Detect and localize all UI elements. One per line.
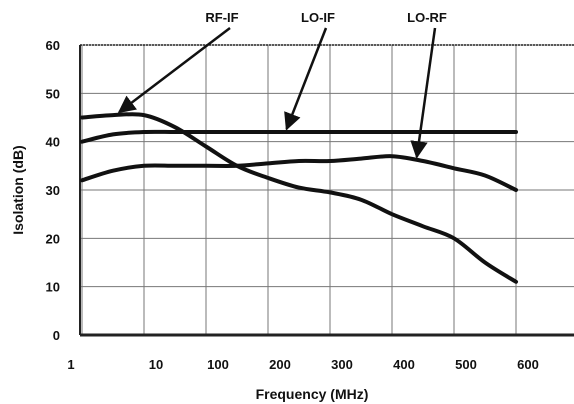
annotation-lo-if: LO-IF bbox=[301, 10, 335, 25]
x-axis-label: Frequency (MHz) bbox=[256, 386, 369, 402]
series-layer bbox=[80, 112, 518, 284]
annotation-arrow-rf-if bbox=[117, 27, 231, 114]
series-line-lo-rf bbox=[80, 154, 518, 192]
x-tick-label: 10 bbox=[149, 357, 163, 372]
x-tick-label: 200 bbox=[269, 357, 291, 372]
annotation-rf-if: RF-IF bbox=[205, 10, 238, 25]
x-tick-label: 400 bbox=[393, 357, 415, 372]
annotation-lo-rf: LO-RF bbox=[407, 10, 447, 25]
y-tick-labels: 0 10 20 30 40 50 60 bbox=[46, 38, 60, 343]
x-tick-labels: 110100200300400500600700 bbox=[67, 357, 539, 372]
y-tick-label: 30 bbox=[46, 183, 60, 198]
x-tick-label: 1 bbox=[67, 357, 74, 372]
x-tick-label: 600 bbox=[517, 357, 539, 372]
y-tick-label: 10 bbox=[46, 280, 60, 295]
annotation-arrow-lo-rf bbox=[410, 27, 437, 159]
grid bbox=[80, 44, 574, 336]
x-tick-label: 300 bbox=[331, 357, 353, 372]
y-axis-label: Isolation (dB) bbox=[10, 145, 26, 234]
y-tick-label: 60 bbox=[46, 38, 60, 53]
y-tick-label: 50 bbox=[46, 86, 60, 101]
annotation-arrow-lo-if bbox=[284, 27, 328, 131]
annotation-layer: RF-IF LO-IF LO-RF bbox=[117, 10, 447, 159]
x-tick-label: 100 bbox=[207, 357, 229, 372]
y-tick-label: 20 bbox=[46, 231, 60, 246]
x-tick-label: 500 bbox=[455, 357, 477, 372]
y-tick-label: 0 bbox=[53, 328, 60, 343]
plot-frame bbox=[79, 44, 574, 337]
series-line-rf-if bbox=[80, 112, 518, 284]
series-line-lo-if bbox=[80, 129, 518, 144]
y-tick-label: 40 bbox=[46, 135, 60, 150]
